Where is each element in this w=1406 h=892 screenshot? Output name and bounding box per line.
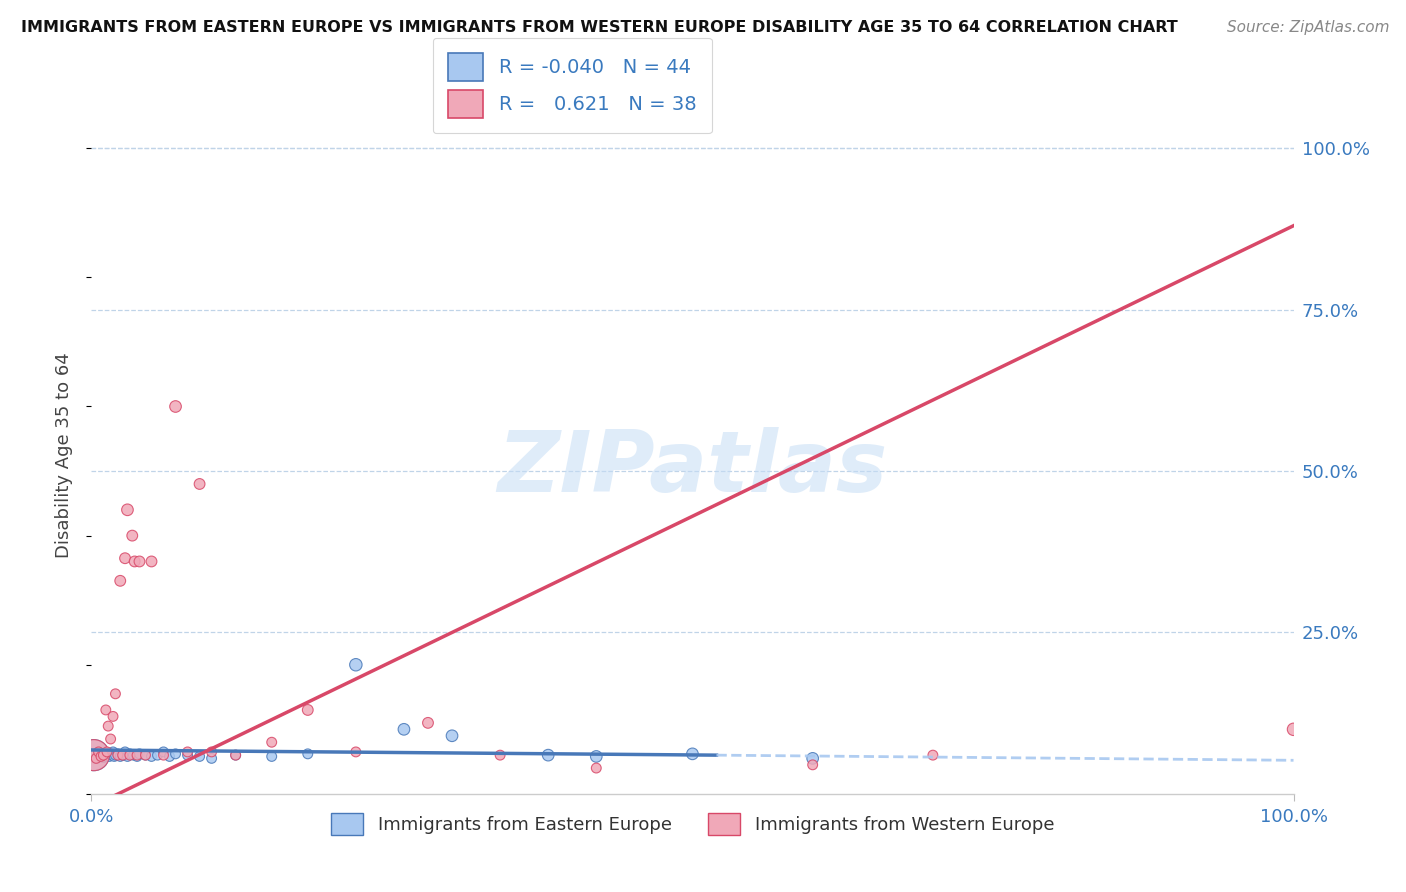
Point <box>585 749 607 764</box>
Point <box>117 503 139 517</box>
Point <box>98 749 121 764</box>
Point <box>188 477 211 491</box>
Point <box>111 748 134 763</box>
Point <box>93 748 115 763</box>
Text: Source: ZipAtlas.com: Source: ZipAtlas.com <box>1226 20 1389 35</box>
Point <box>159 749 181 764</box>
Point <box>201 745 224 759</box>
Point <box>90 749 112 764</box>
Y-axis label: Disability Age 35 to 64: Disability Age 35 to 64 <box>55 352 73 558</box>
Point <box>165 747 187 761</box>
Point <box>84 751 107 765</box>
Text: IMMIGRANTS FROM EASTERN EUROPE VS IMMIGRANTS FROM WESTERN EUROPE DISABILITY AGE : IMMIGRANTS FROM EASTERN EUROPE VS IMMIGR… <box>21 20 1178 35</box>
Point <box>260 749 283 764</box>
Point <box>188 749 211 764</box>
Legend: Immigrants from Eastern Europe, Immigrants from Western Europe: Immigrants from Eastern Europe, Immigran… <box>323 806 1062 842</box>
Point <box>124 554 146 568</box>
Point <box>100 731 122 746</box>
Point <box>176 745 198 759</box>
Point <box>141 749 163 764</box>
Point <box>537 748 560 763</box>
Point <box>344 657 367 672</box>
Point <box>114 551 136 566</box>
Point <box>96 745 118 759</box>
Point <box>297 703 319 717</box>
Point <box>104 748 127 763</box>
Text: ZIPatlas: ZIPatlas <box>498 427 887 510</box>
Point <box>225 748 247 763</box>
Point <box>125 749 148 764</box>
Point <box>91 747 114 761</box>
Point <box>344 745 367 759</box>
Point <box>125 748 148 763</box>
Point <box>122 748 145 763</box>
Point <box>681 747 703 761</box>
Point <box>103 749 125 764</box>
Point <box>110 574 132 588</box>
Point <box>225 748 247 763</box>
Point <box>801 751 824 765</box>
Point <box>141 554 163 568</box>
Point <box>107 748 129 763</box>
Point <box>134 748 156 763</box>
Point <box>84 751 107 765</box>
Point <box>90 749 112 764</box>
Point <box>101 709 124 723</box>
Point <box>801 757 824 772</box>
Point <box>104 687 127 701</box>
Point <box>101 745 124 759</box>
Point <box>201 751 224 765</box>
Point <box>585 761 607 775</box>
Point <box>152 745 174 759</box>
Point <box>489 748 512 763</box>
Point <box>1282 723 1305 737</box>
Point <box>94 703 117 717</box>
Point <box>416 715 439 730</box>
Point <box>93 748 115 763</box>
Point <box>146 748 169 763</box>
Point <box>922 748 945 763</box>
Point <box>87 745 110 759</box>
Point <box>114 745 136 759</box>
Point <box>94 749 117 764</box>
Point <box>121 528 143 542</box>
Point <box>117 749 139 764</box>
Point <box>134 748 156 763</box>
Point <box>260 735 283 749</box>
Point <box>97 719 120 733</box>
Point <box>128 554 150 568</box>
Point <box>297 747 319 761</box>
Point <box>165 400 187 414</box>
Point <box>100 747 122 761</box>
Point <box>87 745 110 759</box>
Point <box>83 748 105 763</box>
Point <box>96 746 118 760</box>
Point <box>118 748 141 763</box>
Point <box>107 747 129 761</box>
Point <box>118 747 141 761</box>
Point <box>392 723 415 737</box>
Point <box>83 748 105 763</box>
Point <box>440 729 463 743</box>
Point <box>101 748 124 763</box>
Point <box>110 749 132 764</box>
Point <box>128 747 150 761</box>
Point <box>111 748 134 763</box>
Point <box>97 748 120 763</box>
Point <box>93 750 115 764</box>
Point <box>152 748 174 763</box>
Point <box>176 748 198 763</box>
